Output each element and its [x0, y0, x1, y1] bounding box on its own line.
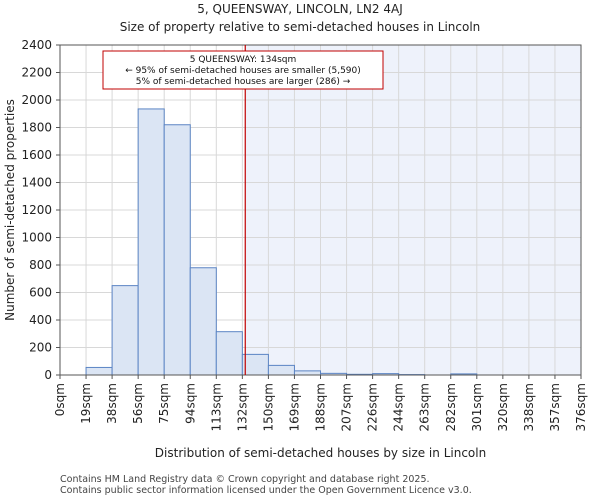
x-tick-label: 357sqm: [548, 383, 562, 431]
x-tick-label: 263sqm: [418, 383, 432, 431]
x-tick-label: 188sqm: [314, 383, 328, 431]
y-tick-label: 1000: [21, 231, 52, 245]
y-tick-label: 2200: [21, 66, 52, 80]
y-tick-label: 1200: [21, 203, 52, 217]
y-tick-label: 400: [29, 313, 52, 327]
y-axis-label: Number of semi-detached properties: [3, 99, 17, 321]
x-tick-label: 113sqm: [209, 383, 223, 431]
annotation-line: 5 QUEENSWAY: 134sqm: [190, 55, 296, 65]
bar: [137, 108, 165, 376]
x-tick-label: 19sqm: [79, 383, 93, 424]
x-axis-label: Distribution of semi-detached houses by …: [155, 446, 486, 460]
annotation-line: ← 95% of semi-detached houses are smalle…: [125, 66, 361, 76]
bar: [189, 267, 217, 376]
bar: [293, 370, 322, 376]
bar: [215, 331, 243, 376]
x-tick-label: 207sqm: [340, 383, 354, 431]
x-tick-label: 0sqm: [53, 383, 67, 416]
footer-line-1: Contains HM Land Registry data © Crown c…: [60, 474, 430, 485]
y-tick-label: 1600: [21, 148, 52, 162]
x-tick-label: 320sqm: [496, 383, 510, 431]
footer-line-2: Contains public sector information licen…: [60, 485, 472, 496]
bar: [85, 366, 113, 376]
x-tick-label: 132sqm: [235, 383, 249, 431]
x-tick-label: 244sqm: [392, 383, 406, 431]
y-tick-label: 0: [44, 368, 52, 382]
x-tick-label: 282sqm: [444, 383, 458, 431]
y-tick-label: 1800: [21, 121, 52, 135]
x-tick-label: 301sqm: [470, 383, 484, 431]
x-tick-label: 94sqm: [183, 383, 197, 424]
x-tick-label: 75sqm: [157, 383, 171, 424]
x-tick-label: 169sqm: [287, 383, 301, 431]
chart-subtitle: Size of property relative to semi-detach…: [119, 20, 481, 34]
y-tick-label: 1400: [21, 176, 52, 190]
y-tick-label: 800: [29, 258, 52, 272]
x-tick-label: 338sqm: [522, 383, 536, 431]
chart-title: 5, QUEENSWAY, LINCOLN, LN2 4AJ: [197, 2, 403, 16]
x-tick-label: 150sqm: [261, 383, 275, 431]
x-tick-label: 38sqm: [105, 383, 119, 424]
bar: [163, 124, 191, 376]
y-tick-label: 200: [29, 341, 52, 355]
bar: [111, 285, 139, 376]
x-tick-label: 56sqm: [131, 383, 145, 424]
annotation-box: [102, 50, 384, 90]
x-tick-label: 226sqm: [366, 383, 380, 431]
bar: [267, 364, 295, 376]
y-tick-label: 2000: [21, 93, 52, 107]
x-tick-label: 376sqm: [574, 383, 588, 431]
bar: [241, 353, 269, 376]
annotation-line: 5% of semi-detached houses are larger (2…: [136, 77, 351, 87]
y-tick-label: 2400: [21, 38, 52, 52]
y-tick-label: 600: [29, 286, 52, 300]
